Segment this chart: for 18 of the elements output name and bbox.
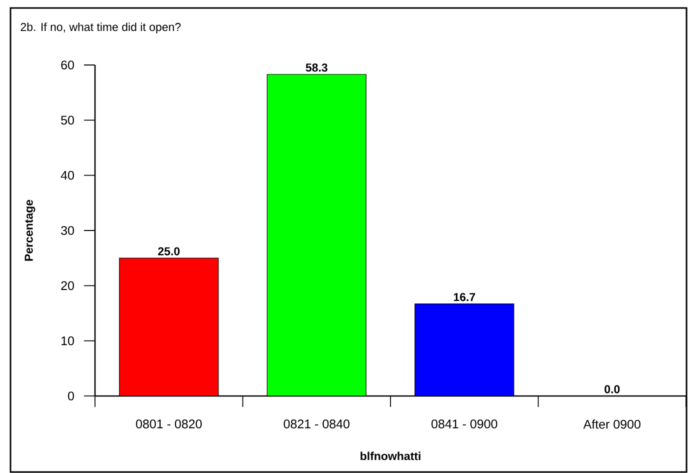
x-tick-label: After 0900: [583, 420, 640, 429]
chart-title: 2b. If no, what time did it open?: [20, 22, 181, 34]
x-tick-label: 0821 - 0840: [284, 420, 350, 428]
y-tick-label: 30: [61, 226, 74, 235]
y-tick-label: 10: [62, 336, 74, 346]
data-label: 16.7: [454, 293, 476, 302]
y-tick-label: 40: [60, 170, 74, 180]
y-tick-label: 20: [61, 281, 74, 290]
y-axis-title: Percentage: [24, 200, 36, 261]
x-tick-label: 0801 - 0820: [136, 420, 202, 428]
y-tick-label: 0: [68, 392, 74, 400]
data-label: 25.0: [158, 247, 180, 256]
y-tick-label: 60: [61, 60, 74, 70]
x-tick-label: 0841 - 0900: [432, 420, 498, 428]
y-tick-label: 50: [61, 116, 74, 125]
x-axis-title: blfnowhatti: [360, 452, 420, 460]
data-label: 58.3: [306, 64, 328, 72]
data-label: 0.0: [604, 385, 620, 394]
